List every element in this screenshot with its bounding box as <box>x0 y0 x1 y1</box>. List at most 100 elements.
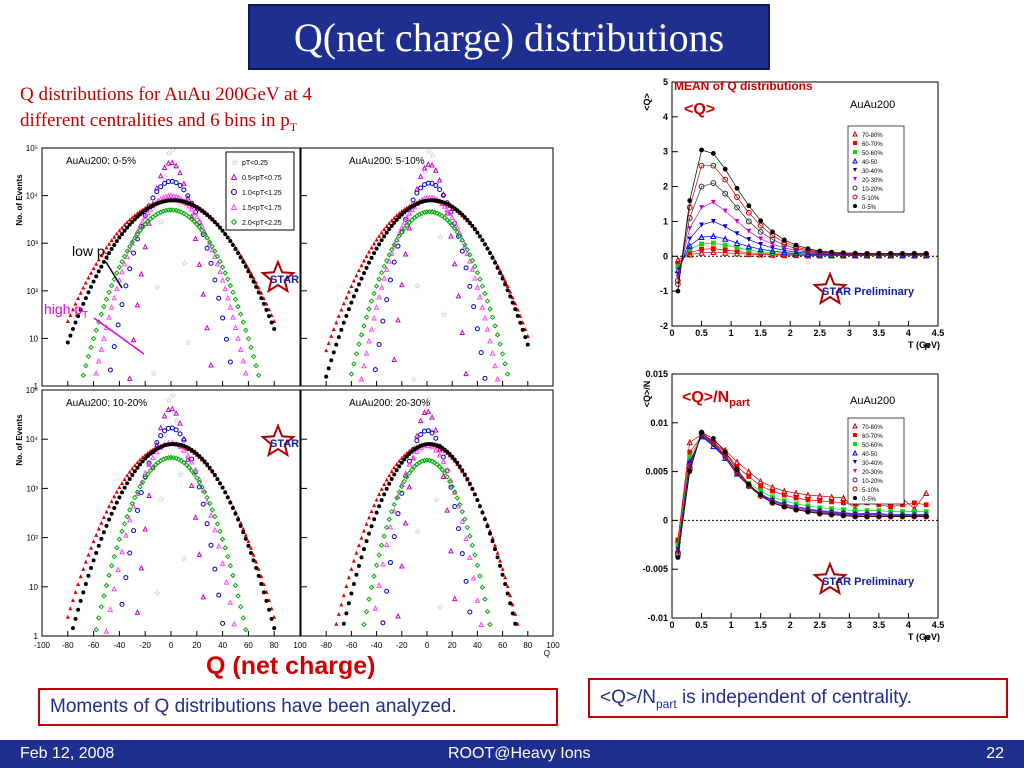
data-point <box>354 550 359 555</box>
data-point <box>206 239 213 245</box>
data-point <box>503 278 508 283</box>
data-point: ☆ <box>154 283 161 292</box>
data-point <box>493 543 498 548</box>
data-point <box>94 261 99 266</box>
data-point <box>448 547 454 554</box>
y-tick-label: 10² <box>26 534 38 543</box>
data-point <box>183 212 190 218</box>
data-point <box>510 602 515 607</box>
data-point <box>484 298 491 304</box>
data-point <box>264 598 269 603</box>
data-point <box>261 590 266 595</box>
data-point <box>214 253 221 259</box>
data-point <box>436 464 443 470</box>
data-point <box>425 161 432 167</box>
data-point <box>212 526 218 533</box>
data-point <box>508 294 513 299</box>
data-point <box>457 501 463 508</box>
data-point: ☆ <box>150 369 157 378</box>
data-point <box>254 280 259 285</box>
data-point <box>817 498 823 504</box>
data-point <box>448 232 454 239</box>
data-point <box>387 221 392 226</box>
data-point <box>687 449 693 455</box>
legend-entry: 0-5% <box>862 205 877 211</box>
data-point <box>246 266 251 271</box>
data-point <box>457 210 462 215</box>
data-point <box>68 606 73 611</box>
data-point <box>433 426 439 433</box>
data-point <box>462 472 467 477</box>
data-point <box>391 356 398 362</box>
legend-marker <box>230 173 238 180</box>
data-point <box>225 276 231 282</box>
data-point <box>463 370 469 377</box>
data-point <box>406 461 413 467</box>
low-pt-sub: T <box>105 252 111 263</box>
data-point <box>402 457 407 462</box>
data-point <box>202 459 207 464</box>
data-point <box>510 295 515 300</box>
data-point <box>108 563 115 569</box>
panel-frame <box>300 389 554 637</box>
data-point <box>410 453 416 460</box>
data-point <box>127 469 132 474</box>
data-point <box>117 228 122 233</box>
data-point <box>444 467 450 473</box>
data-point <box>758 242 764 247</box>
data-point <box>111 585 118 592</box>
data-point <box>112 506 117 511</box>
x-tick-label: 3.5 <box>873 328 886 338</box>
data-point <box>373 304 380 310</box>
data-point <box>449 222 455 229</box>
data-point <box>111 344 117 350</box>
data-point <box>251 552 256 557</box>
data-point <box>464 250 471 256</box>
data-point <box>169 405 176 412</box>
data-point <box>484 326 491 332</box>
data-point <box>219 276 226 283</box>
data-point <box>181 180 187 186</box>
data-point <box>358 332 365 338</box>
data-point <box>469 257 476 264</box>
x-tick-label: 80 <box>523 641 532 650</box>
y-tick-label: 0 <box>663 515 668 525</box>
data-point <box>456 526 461 532</box>
legend-marker <box>853 168 857 172</box>
data-point <box>119 490 124 495</box>
data-point <box>769 247 776 254</box>
data-point <box>687 454 693 460</box>
series-line <box>677 221 927 274</box>
data-point <box>138 270 145 277</box>
data-point <box>98 311 105 317</box>
legend-entry: 20-30% <box>862 178 883 184</box>
chart-title-sub: part <box>729 397 750 409</box>
data-point <box>186 202 192 209</box>
legend: ☆ pT<0.25 0.5<pT<0.75 1.0<pT<1.25 1.5<pT<1.7… <box>225 151 295 231</box>
data-point: ☆ <box>169 391 176 400</box>
data-point <box>99 536 104 541</box>
data-point <box>474 562 481 569</box>
x-tick-label: -20 <box>396 641 408 650</box>
data-point <box>121 253 128 259</box>
data-point <box>145 471 151 477</box>
data-point <box>482 517 487 522</box>
data-point <box>377 504 382 509</box>
data-point <box>382 227 387 232</box>
data-point <box>687 250 693 256</box>
data-point <box>109 238 114 243</box>
data-point <box>243 369 249 376</box>
data-point <box>130 472 135 477</box>
data-point <box>130 336 137 343</box>
data-point <box>80 372 86 379</box>
legend-marker <box>852 157 858 164</box>
legend-entry: 1.5<pT<1.75 <box>242 205 282 212</box>
data-point <box>126 516 133 523</box>
data-point <box>699 147 704 153</box>
series-line <box>677 433 927 552</box>
data-point <box>215 542 222 549</box>
data-point <box>429 430 435 436</box>
data-point <box>372 517 377 522</box>
data-point <box>444 217 450 223</box>
data-point <box>76 581 81 586</box>
